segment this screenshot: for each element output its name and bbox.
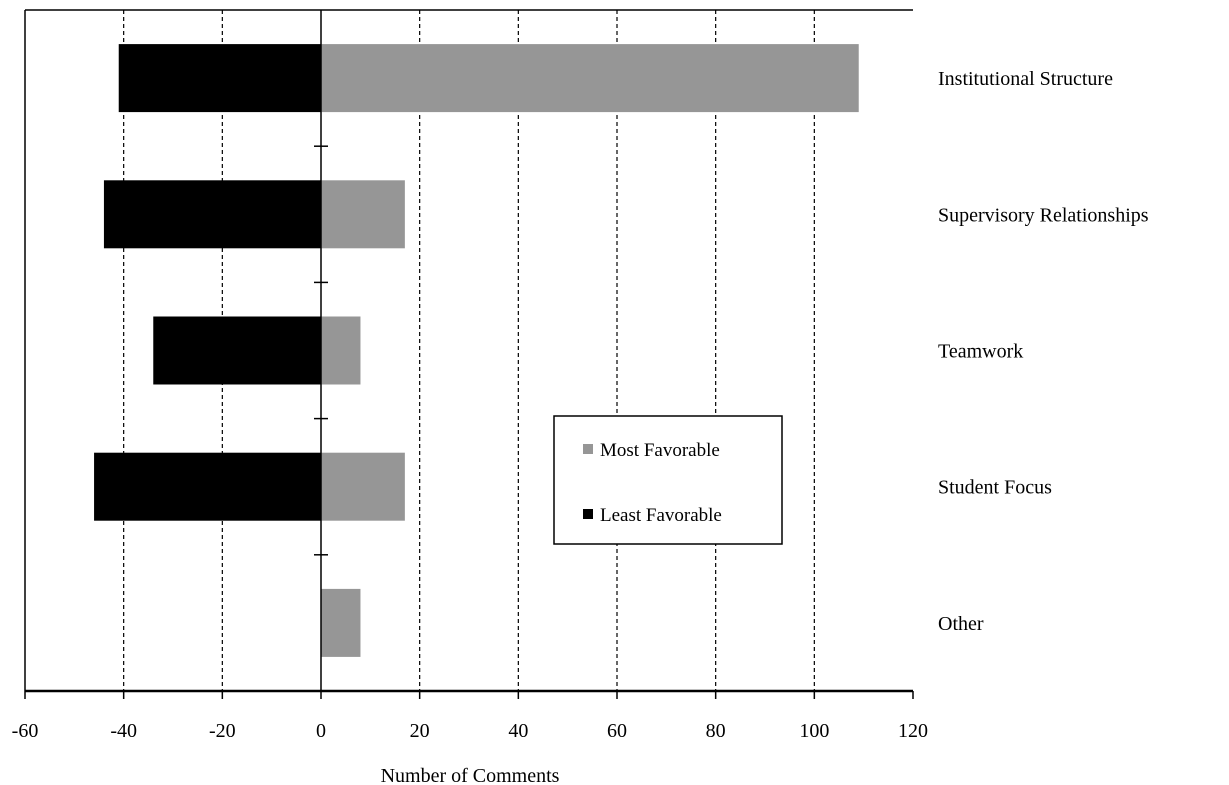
bar-least-favorable-1 [103,180,321,249]
x-tick-label: -40 [110,720,137,742]
bar-most-favorable-2 [321,316,361,385]
legend-label-least-favorable: Least Favorable [600,505,722,526]
category-label: Other [938,613,984,635]
plot-frame [24,9,913,691]
category-label: Teamwork [938,341,1023,363]
legend-box [553,415,783,545]
bar-most-favorable-4 [321,588,361,657]
category-labels: Institutional Structure Supervisory Relat… [938,68,1149,635]
x-tick-label: 40 [508,720,528,742]
x-tick-label: 80 [706,720,726,742]
x-tick-label: 100 [799,720,829,742]
legend-swatch-least-favorable [583,509,593,519]
x-tick-label: 20 [410,720,430,742]
x-tick-labels: -60 -40 -20 0 20 40 60 80 100 120 [12,720,928,742]
category-label: Institutional Structure [938,68,1113,90]
x-tick-label: 0 [316,720,326,742]
x-tick-label: -60 [12,720,39,742]
category-label: Student Focus [938,477,1052,499]
bar-most-favorable-1 [321,180,405,249]
category-label: Supervisory Relationships [938,204,1149,226]
bars [94,44,859,657]
gridlines [123,10,815,691]
legend-label-most-favorable: Most Favorable [600,440,720,461]
bar-least-favorable-0 [118,44,321,113]
x-tick-label: 120 [898,720,928,742]
x-axis-title: Number of Comments [381,765,560,785]
legend-swatch-most-favorable [583,444,593,454]
bar-least-favorable-3 [94,452,321,521]
x-tick-label: -20 [209,720,236,742]
bar-least-favorable-2 [153,316,321,385]
bar-most-favorable-3 [321,452,405,521]
x-tick-label: 60 [607,720,627,742]
legend: Most Favorable Least Favorable [553,415,783,545]
bar-most-favorable-0 [321,44,859,113]
axes [24,10,914,699]
